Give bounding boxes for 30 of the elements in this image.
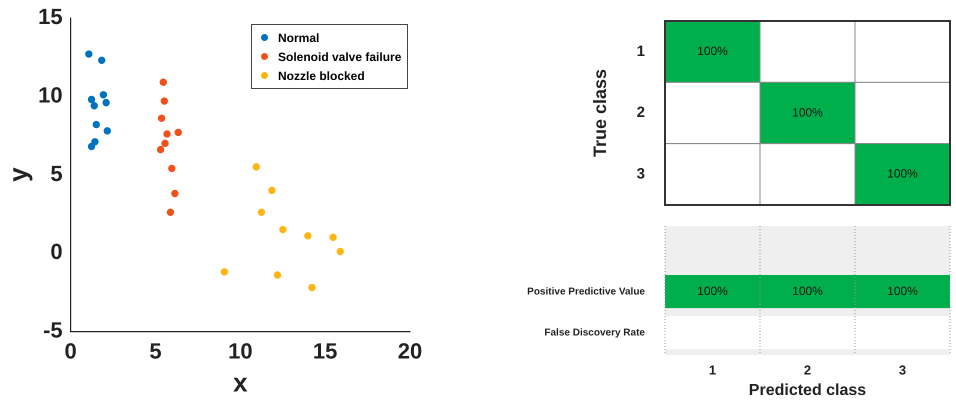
x-tick-label: 15 [312,338,338,364]
x-tick-label: 20 [398,338,422,364]
x-tick-label: 10 [228,338,253,364]
x-tick-label: 3 [898,362,906,378]
y-axis-title: y [2,166,33,182]
y-tick-label: 1 [636,42,645,60]
x-axis-title: Predicted class [748,382,866,399]
y-tick-label: Positive Predictive Value [527,286,646,298]
data-label: 100% [792,284,824,298]
y-tick-label: 10 [38,82,63,108]
y-axis-title: True class [590,68,610,158]
y-tick-label: 0 [50,239,63,264]
y-tick-label: 2 [636,104,645,122]
x-tick-label: 2 [804,362,812,378]
data-label: 100% [887,284,918,298]
y-tick-label: 15 [38,4,63,30]
y-tick-label: 5 [50,160,63,186]
x-axis-title: x [233,368,248,398]
y-tick-label: -5 [43,317,63,342]
data-label: 100% [792,105,824,120]
legend-label: Normal [278,30,320,44]
y-tick-label: False Discovery Rate [544,327,646,338]
y-tick-label: 3 [636,165,645,182]
data-label: 100% [887,166,918,181]
legend-label: Nozzle blocked [278,68,365,82]
data-label: 100% [697,44,728,58]
x-tick-label: 1 [708,362,716,378]
legend-label: Solenoid valve failure [278,50,402,64]
data-label: 100% [697,284,728,298]
x-tick-label: 5 [149,338,162,364]
